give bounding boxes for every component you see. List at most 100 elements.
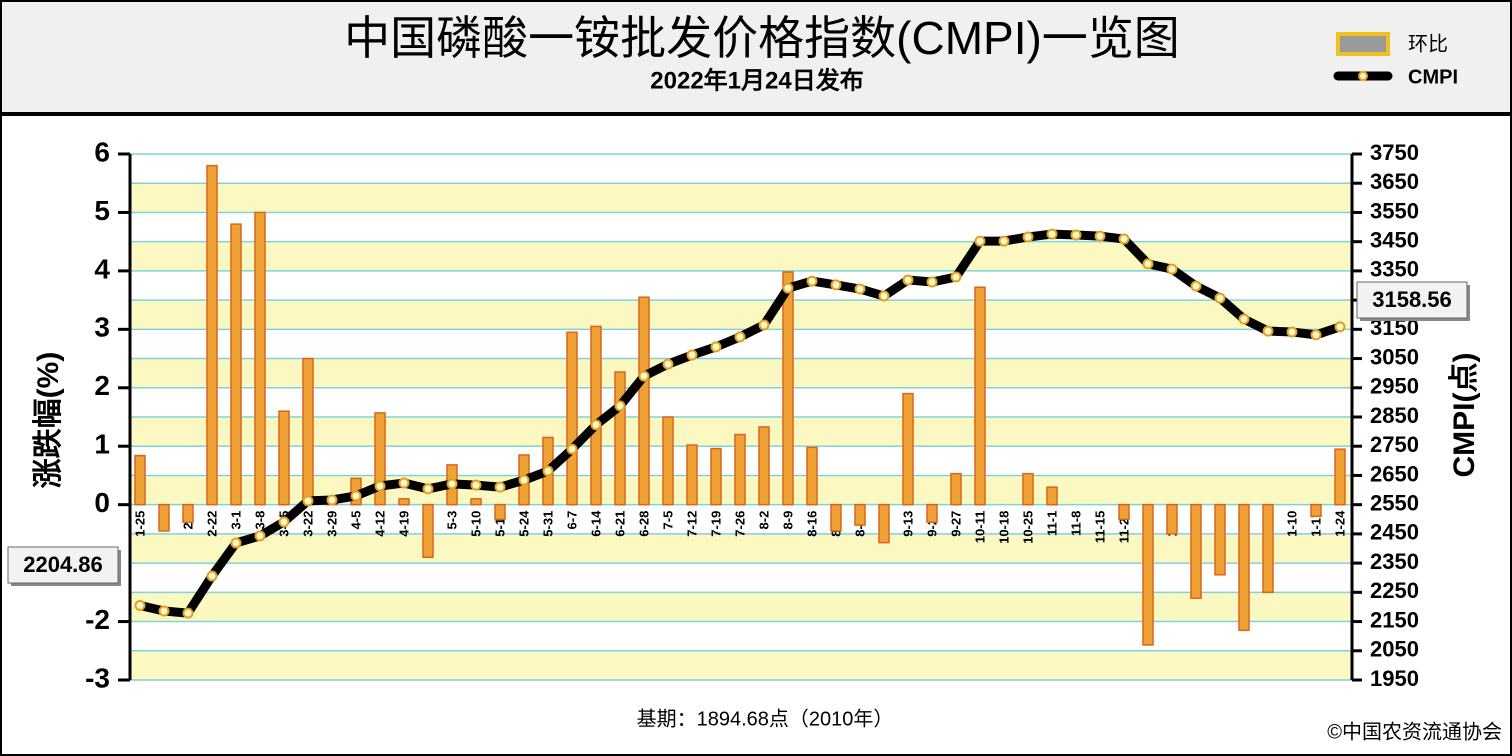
bar: [758, 426, 770, 506]
x-tick-label: 7-26: [732, 511, 747, 537]
point: [134, 600, 146, 612]
point: [374, 480, 386, 492]
legend-bar-icon: [1336, 32, 1390, 56]
bar: [926, 503, 938, 523]
bar: [470, 498, 482, 506]
band: [130, 621, 1352, 651]
y-tick-label: 1: [94, 429, 110, 460]
y-tick-label: 4: [94, 253, 110, 284]
x-tick-label: 11-8: [1068, 511, 1083, 536]
point: [758, 319, 770, 331]
x-tick-label: 7-19: [708, 511, 723, 537]
point: [1166, 263, 1178, 275]
x-tick-label: 6-14: [588, 510, 603, 537]
y2-tick-label: 3550: [1370, 198, 1419, 223]
point: [638, 370, 650, 382]
point: [278, 516, 290, 528]
point: [590, 419, 602, 431]
point: [1262, 325, 1274, 337]
x-tick-label: 4-19: [396, 511, 411, 537]
x-tick-label: 5-31: [540, 511, 555, 537]
point: [806, 275, 818, 287]
y2-tick-label: 2150: [1370, 607, 1419, 632]
point: [350, 490, 362, 502]
band: [130, 533, 1352, 564]
header: [2, 2, 1510, 113]
bar: [254, 211, 266, 506]
point: [878, 290, 890, 302]
y2-tick-label: 2050: [1370, 637, 1419, 662]
y2-tick-label: 2450: [1370, 520, 1419, 545]
callout-box: [7, 546, 119, 584]
point: [158, 605, 170, 617]
bar: [1238, 503, 1250, 632]
bar: [806, 446, 818, 506]
x-tick-label: 1-10: [1284, 511, 1299, 537]
bar: [686, 444, 698, 506]
x-tick-label: 8-2: [756, 511, 771, 530]
point: [830, 279, 842, 291]
point: [1190, 280, 1202, 292]
legend-label: 环比: [1408, 32, 1448, 55]
bar: [950, 472, 962, 506]
bar: [662, 416, 674, 506]
x-tick-label: 6-21: [612, 511, 627, 537]
x-tick-label: 5-24: [516, 510, 531, 537]
bar: [830, 503, 842, 532]
point: [446, 478, 458, 490]
point: [518, 474, 530, 486]
value-label: 3158.56: [1372, 287, 1452, 312]
bar: [134, 454, 146, 506]
bar: [590, 325, 602, 506]
bar: [302, 357, 314, 506]
x-tick-label: 1-25: [132, 511, 147, 537]
bar: [1166, 503, 1178, 535]
footnote: 基期：1894.68点（2010年）: [637, 707, 894, 730]
bar: [710, 447, 722, 506]
legend-label: CMPI: [1408, 66, 1458, 88]
y2-tick-label: 1950: [1370, 666, 1419, 691]
bar: [278, 410, 290, 506]
point: [854, 283, 866, 295]
x-tick-label: 2-22: [204, 511, 219, 537]
x-tick-label: 9-27: [948, 511, 963, 537]
x-tick-label: 3-22: [300, 511, 315, 537]
bar: [1214, 503, 1226, 576]
x-tick-label: 3-1: [228, 511, 243, 530]
y2-tick-label: 2950: [1370, 374, 1419, 399]
point: [734, 331, 746, 343]
point: [230, 537, 242, 549]
point: [1046, 228, 1058, 240]
value-label: 2204.86: [23, 552, 103, 577]
point: [1214, 292, 1226, 304]
point: [1022, 231, 1034, 243]
point: [398, 477, 410, 489]
bar: [974, 286, 986, 506]
band: [130, 183, 1352, 213]
bar: [1262, 503, 1274, 594]
x-tick-label: 5-3: [444, 511, 459, 530]
x-tick-label: 10-18: [996, 511, 1011, 544]
chart-subtitle: 2022年1月24日发布: [650, 66, 863, 94]
bar: [1190, 503, 1202, 599]
x-tick-label: 7-5: [660, 511, 675, 530]
x-tick-label: 8-9: [780, 511, 795, 530]
y-tick-label: 3: [94, 312, 110, 343]
point: [1334, 321, 1346, 333]
band: [130, 154, 1352, 184]
bar: [206, 164, 218, 506]
bar: [782, 271, 794, 506]
point: [974, 235, 986, 247]
x-tick-label: 11-15: [1092, 511, 1107, 544]
bar: [878, 503, 890, 544]
point: [254, 530, 266, 542]
x-tick-label: 7-12: [684, 511, 699, 537]
legend-marker: [1358, 71, 1368, 81]
x-tick-label: 11-1: [1044, 511, 1059, 536]
source: ©中国农资流通协会: [1327, 720, 1502, 743]
point: [926, 276, 938, 288]
x-tick-label: 4-12: [372, 511, 387, 537]
bar: [158, 503, 170, 532]
point: [902, 274, 914, 286]
